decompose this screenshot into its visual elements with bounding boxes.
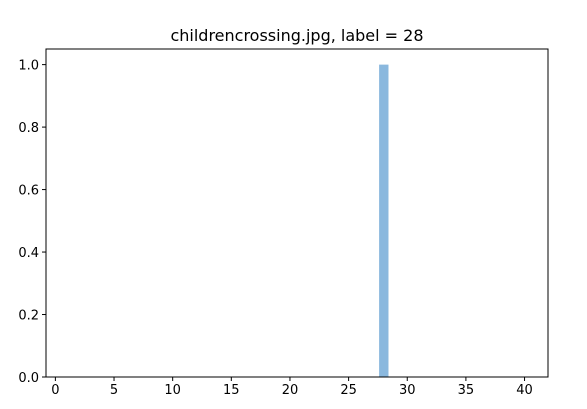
y-tick-label: 0.8 bbox=[18, 121, 39, 136]
y-axis: 0.0 0.2 0.4 0.6 0.8 1.0 bbox=[18, 59, 46, 386]
bar bbox=[379, 64, 389, 377]
x-tick-label: 35 bbox=[458, 383, 475, 398]
chart-title: childrencrossing.jpg, label = 28 bbox=[170, 26, 423, 45]
x-tick-label: 30 bbox=[399, 383, 416, 398]
y-tick-label: 0.2 bbox=[18, 309, 39, 324]
x-tick-label: 5 bbox=[110, 383, 118, 398]
y-tick-label: 0.0 bbox=[18, 371, 39, 386]
x-tick-label: 40 bbox=[516, 383, 533, 398]
x-tick-label: 25 bbox=[340, 383, 357, 398]
plot-frame bbox=[45, 48, 549, 378]
y-tick-label: 1.0 bbox=[18, 59, 39, 74]
y-tick-label: 0.4 bbox=[18, 246, 39, 261]
x-tick-label: 0 bbox=[51, 383, 59, 398]
x-axis: 0 5 10 15 20 25 30 35 40 bbox=[51, 377, 533, 398]
bar-group bbox=[379, 64, 389, 377]
x-tick-label: 20 bbox=[282, 383, 299, 398]
y-tick-label: 0.6 bbox=[18, 184, 39, 199]
x-tick-label: 15 bbox=[223, 383, 240, 398]
x-tick-label: 10 bbox=[164, 383, 181, 398]
